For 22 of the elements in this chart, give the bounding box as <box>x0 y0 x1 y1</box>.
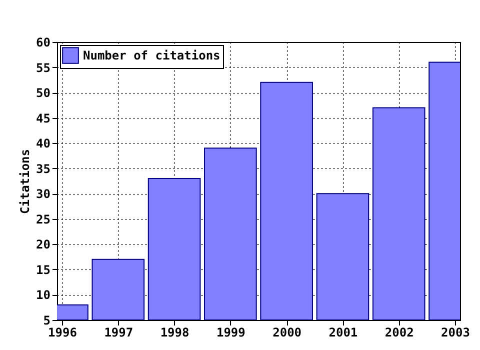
x-tick-label: 1997 <box>104 326 134 340</box>
y-tick-label: 20 <box>36 238 50 252</box>
y-tick-label: 15 <box>36 262 50 277</box>
y-tick-label: 25 <box>36 212 50 226</box>
x-tick-label: 1999 <box>216 326 246 340</box>
legend-label: Number of citations <box>83 48 220 62</box>
y-tick-label: 10 <box>36 288 50 302</box>
y-tick-label: 50 <box>36 86 50 100</box>
y-axis-title: Citations <box>18 148 32 214</box>
y-tick-label: 60 <box>36 36 50 50</box>
y-tick-label: 55 <box>36 60 50 75</box>
y-tick-label: 45 <box>36 111 50 126</box>
x-tick-label: 2000 <box>272 326 302 340</box>
x-tick-label: 2001 <box>328 326 358 340</box>
x-tick-label: 1996 <box>48 326 77 340</box>
x-tick-label: 1998 <box>160 326 190 340</box>
x-tick-label: 2003 <box>441 326 470 340</box>
x-tick-label: 2002 <box>384 326 414 340</box>
y-tick-label: 40 <box>36 136 50 151</box>
y-tick-label: 5 <box>43 314 50 328</box>
y-tick-label: 30 <box>36 187 50 202</box>
y-tick-label: 35 <box>36 162 50 176</box>
